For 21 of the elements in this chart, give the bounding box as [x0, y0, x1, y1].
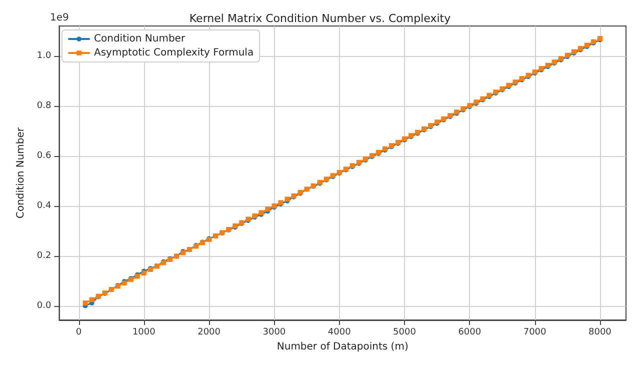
y-axis-title: Condition Number — [16, 126, 26, 219]
y-tick-label: 0.0 — [36, 301, 52, 312]
x-tick-label: 2000 — [198, 328, 221, 338]
x-axis-title: Number of Datapoints (m) — [276, 341, 408, 352]
legend-label: Asymptotic Complexity Formula — [94, 48, 254, 58]
x-tick-label: 1000 — [132, 328, 156, 338]
text: 1e9 — [50, 12, 69, 24]
y-tick-label: 0.4 — [36, 201, 52, 212]
x-tick-label: 6000 — [458, 328, 482, 338]
y-tick-label: 0.6 — [36, 151, 52, 162]
y-tick-label: 0.8 — [36, 101, 52, 112]
x-tick-label: 4000 — [328, 328, 352, 338]
x-tick-label: 3000 — [262, 328, 286, 338]
chart-title: Kernel Matrix Condition Number vs. Complexity — [189, 12, 452, 25]
y-tick-label: 1.0 — [36, 51, 52, 62]
y-tick-label: 0.2 — [36, 251, 52, 262]
legend-label: Condition Number — [94, 34, 186, 44]
x-tick-label: 5000 — [393, 328, 416, 338]
x-tick-label: 0 — [76, 328, 82, 338]
x-tick-label: 8000 — [588, 328, 612, 338]
x-tick-label: 7000 — [523, 328, 547, 338]
